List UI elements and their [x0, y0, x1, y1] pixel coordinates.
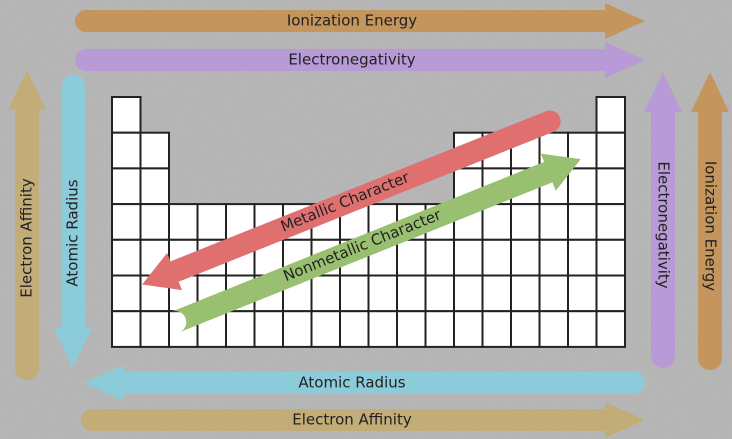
table-cell: [367, 274, 398, 313]
arrow-label: Ionization Energy: [702, 161, 720, 291]
table-cell: [567, 310, 598, 348]
table-cell: [139, 310, 170, 348]
table-cell: [510, 238, 541, 277]
arrow: [75, 3, 645, 39]
table-cell: [424, 310, 455, 348]
arrow-label: Electronegativity: [655, 161, 673, 288]
table-cell: [538, 274, 569, 313]
table-cell: [481, 310, 512, 348]
arrow: [81, 402, 645, 438]
table-cell: [567, 167, 598, 206]
arrow: [644, 72, 682, 368]
table-cell: [111, 203, 142, 241]
arrow-label: Electron Affinity: [18, 178, 36, 298]
table-cell: [595, 310, 626, 348]
table-cell: [196, 203, 227, 241]
table-cell: [282, 310, 313, 348]
table-cell: [225, 310, 256, 348]
table-cell: [538, 310, 569, 348]
arrow: [171, 153, 581, 333]
table-cell: [510, 203, 541, 241]
table-cell: [396, 310, 427, 348]
arrow: [54, 74, 92, 368]
table-cell: [139, 167, 170, 206]
table-cell: [595, 131, 626, 170]
table-cell: [567, 274, 598, 313]
table-cell: [595, 96, 626, 134]
table-cell: [367, 310, 398, 348]
table-cell: [453, 274, 484, 313]
table-cell: [168, 203, 199, 241]
arrow: [8, 70, 46, 380]
table-cell: [396, 274, 427, 313]
table-cell: [510, 310, 541, 348]
table-cell: [111, 310, 142, 348]
table-cell: [481, 238, 512, 277]
arrow-label: Electron Affinity: [292, 411, 412, 429]
table-cell: [453, 238, 484, 277]
table-cell: [510, 274, 541, 313]
arrow-label: Electronegativity: [288, 51, 415, 69]
table-cell: [253, 310, 284, 348]
table-cell: [339, 310, 370, 348]
table-cell: [481, 203, 512, 241]
table-cell: [595, 274, 626, 313]
table-cell: [595, 167, 626, 206]
arrow: [691, 72, 729, 370]
table-cell: [310, 310, 341, 348]
table-cell: [339, 274, 370, 313]
arrow: [84, 365, 645, 401]
table-cell: [111, 238, 142, 277]
table-cell: [424, 274, 455, 313]
table-cell: [111, 167, 142, 206]
table-cell: [595, 238, 626, 277]
table-cell: [310, 274, 341, 313]
table-cell: [538, 203, 569, 241]
arrow-label: Atomic Radius: [298, 374, 405, 392]
arrow-label: Ionization Energy: [287, 12, 417, 30]
table-cell: [481, 274, 512, 313]
arrow: [142, 110, 561, 291]
table-cell: [139, 131, 170, 170]
arrow: [75, 42, 645, 78]
table-cell: [111, 131, 142, 170]
table-cell: [396, 238, 427, 277]
table-cell: [111, 274, 142, 313]
table-cell: [567, 203, 598, 241]
arrow-label: Atomic Radius: [64, 179, 82, 286]
table-cell: [424, 238, 455, 277]
table-cell: [567, 238, 598, 277]
table-cell: [453, 310, 484, 348]
table-cell: [538, 238, 569, 277]
table-cell: [595, 203, 626, 241]
table-cell: [139, 203, 170, 241]
table-cell: [111, 96, 142, 134]
